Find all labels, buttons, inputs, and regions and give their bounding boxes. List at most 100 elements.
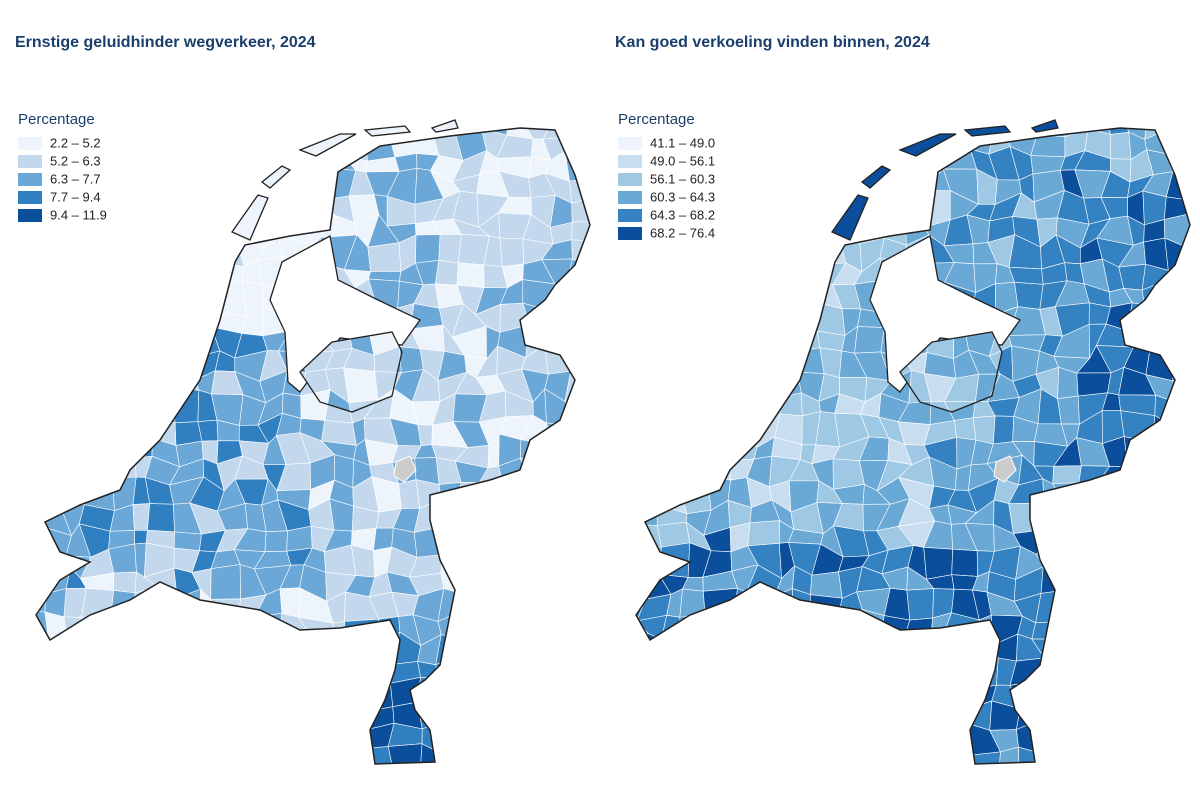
municipality [682, 310, 715, 336]
municipality [791, 722, 821, 754]
municipality [434, 260, 459, 286]
municipality [78, 720, 113, 754]
municipality [134, 529, 148, 545]
municipality [665, 654, 686, 687]
municipality [1082, 595, 1112, 611]
municipality [123, 702, 155, 722]
municipality [19, 503, 46, 529]
municipality [903, 696, 934, 727]
municipality [1075, 698, 1103, 727]
municipality [298, 653, 328, 689]
municipality [834, 609, 867, 643]
municipality [174, 705, 200, 722]
map-title: Kan goed verkoeling vinden binnen, 2024 [615, 34, 930, 51]
municipality [618, 456, 642, 489]
municipality [1125, 681, 1152, 712]
municipality [640, 280, 662, 307]
municipality [1065, 589, 1089, 622]
municipality [608, 242, 636, 268]
municipality [595, 214, 619, 248]
municipality [1150, 568, 1176, 602]
municipality [1144, 484, 1169, 507]
municipality [256, 769, 291, 791]
municipality [123, 369, 157, 400]
municipality [636, 389, 649, 422]
municipality [453, 520, 490, 555]
municipality [544, 566, 569, 600]
municipality [774, 308, 792, 332]
municipality [174, 147, 196, 182]
municipality [177, 219, 195, 247]
municipality [792, 128, 813, 140]
municipality [613, 570, 645, 600]
municipality [839, 702, 869, 728]
municipality [517, 547, 553, 577]
municipality [1187, 239, 1190, 272]
municipality [22, 370, 49, 398]
municipality [1105, 565, 1126, 596]
municipality [586, 766, 619, 794]
municipality [499, 575, 520, 597]
municipality [1151, 438, 1178, 468]
municipality [770, 344, 798, 373]
municipality [154, 329, 180, 358]
municipality [388, 774, 420, 797]
municipality [589, 242, 620, 266]
municipality [1123, 654, 1152, 688]
municipality [639, 722, 662, 752]
municipality [879, 639, 905, 667]
municipality [747, 520, 781, 547]
municipality [178, 329, 201, 358]
municipality [106, 615, 135, 644]
municipality [611, 464, 639, 478]
municipality [947, 657, 975, 689]
municipality [179, 280, 196, 311]
municipality [144, 388, 176, 424]
municipality [661, 638, 686, 655]
municipality [134, 221, 152, 246]
municipality [63, 630, 83, 663]
municipality [1193, 371, 1200, 390]
municipality [278, 706, 313, 732]
municipality [636, 416, 649, 439]
municipality [169, 128, 195, 158]
municipality [549, 524, 570, 556]
municipality [899, 747, 933, 775]
municipality [639, 743, 662, 777]
municipality [365, 664, 391, 684]
municipality [59, 343, 89, 382]
municipality [840, 128, 864, 135]
municipality [133, 644, 156, 655]
municipality [60, 390, 81, 420]
municipality [125, 103, 152, 133]
municipality [36, 567, 47, 595]
municipality [1119, 568, 1154, 592]
municipality [817, 718, 841, 748]
municipality [1192, 554, 1200, 572]
municipality [664, 371, 686, 403]
municipality [639, 772, 670, 798]
municipality [1124, 655, 1151, 687]
island [430, 119, 459, 133]
municipality [155, 329, 179, 357]
municipality [463, 631, 490, 669]
municipality [1193, 527, 1200, 555]
municipality [702, 261, 729, 285]
municipality [627, 390, 649, 422]
municipality [89, 234, 111, 267]
municipality [192, 633, 222, 655]
municipality [69, 256, 91, 293]
municipality [298, 745, 334, 764]
legend-swatch [18, 191, 42, 204]
municipality [63, 677, 93, 704]
municipality [170, 681, 200, 708]
municipality [564, 764, 599, 796]
municipality [546, 442, 575, 469]
municipality [1170, 636, 1194, 666]
municipality [1164, 128, 1190, 154]
municipality [1055, 770, 1085, 800]
legend-swatch [618, 191, 642, 204]
municipality [769, 191, 799, 225]
municipality [1163, 485, 1196, 509]
municipality [549, 721, 576, 755]
